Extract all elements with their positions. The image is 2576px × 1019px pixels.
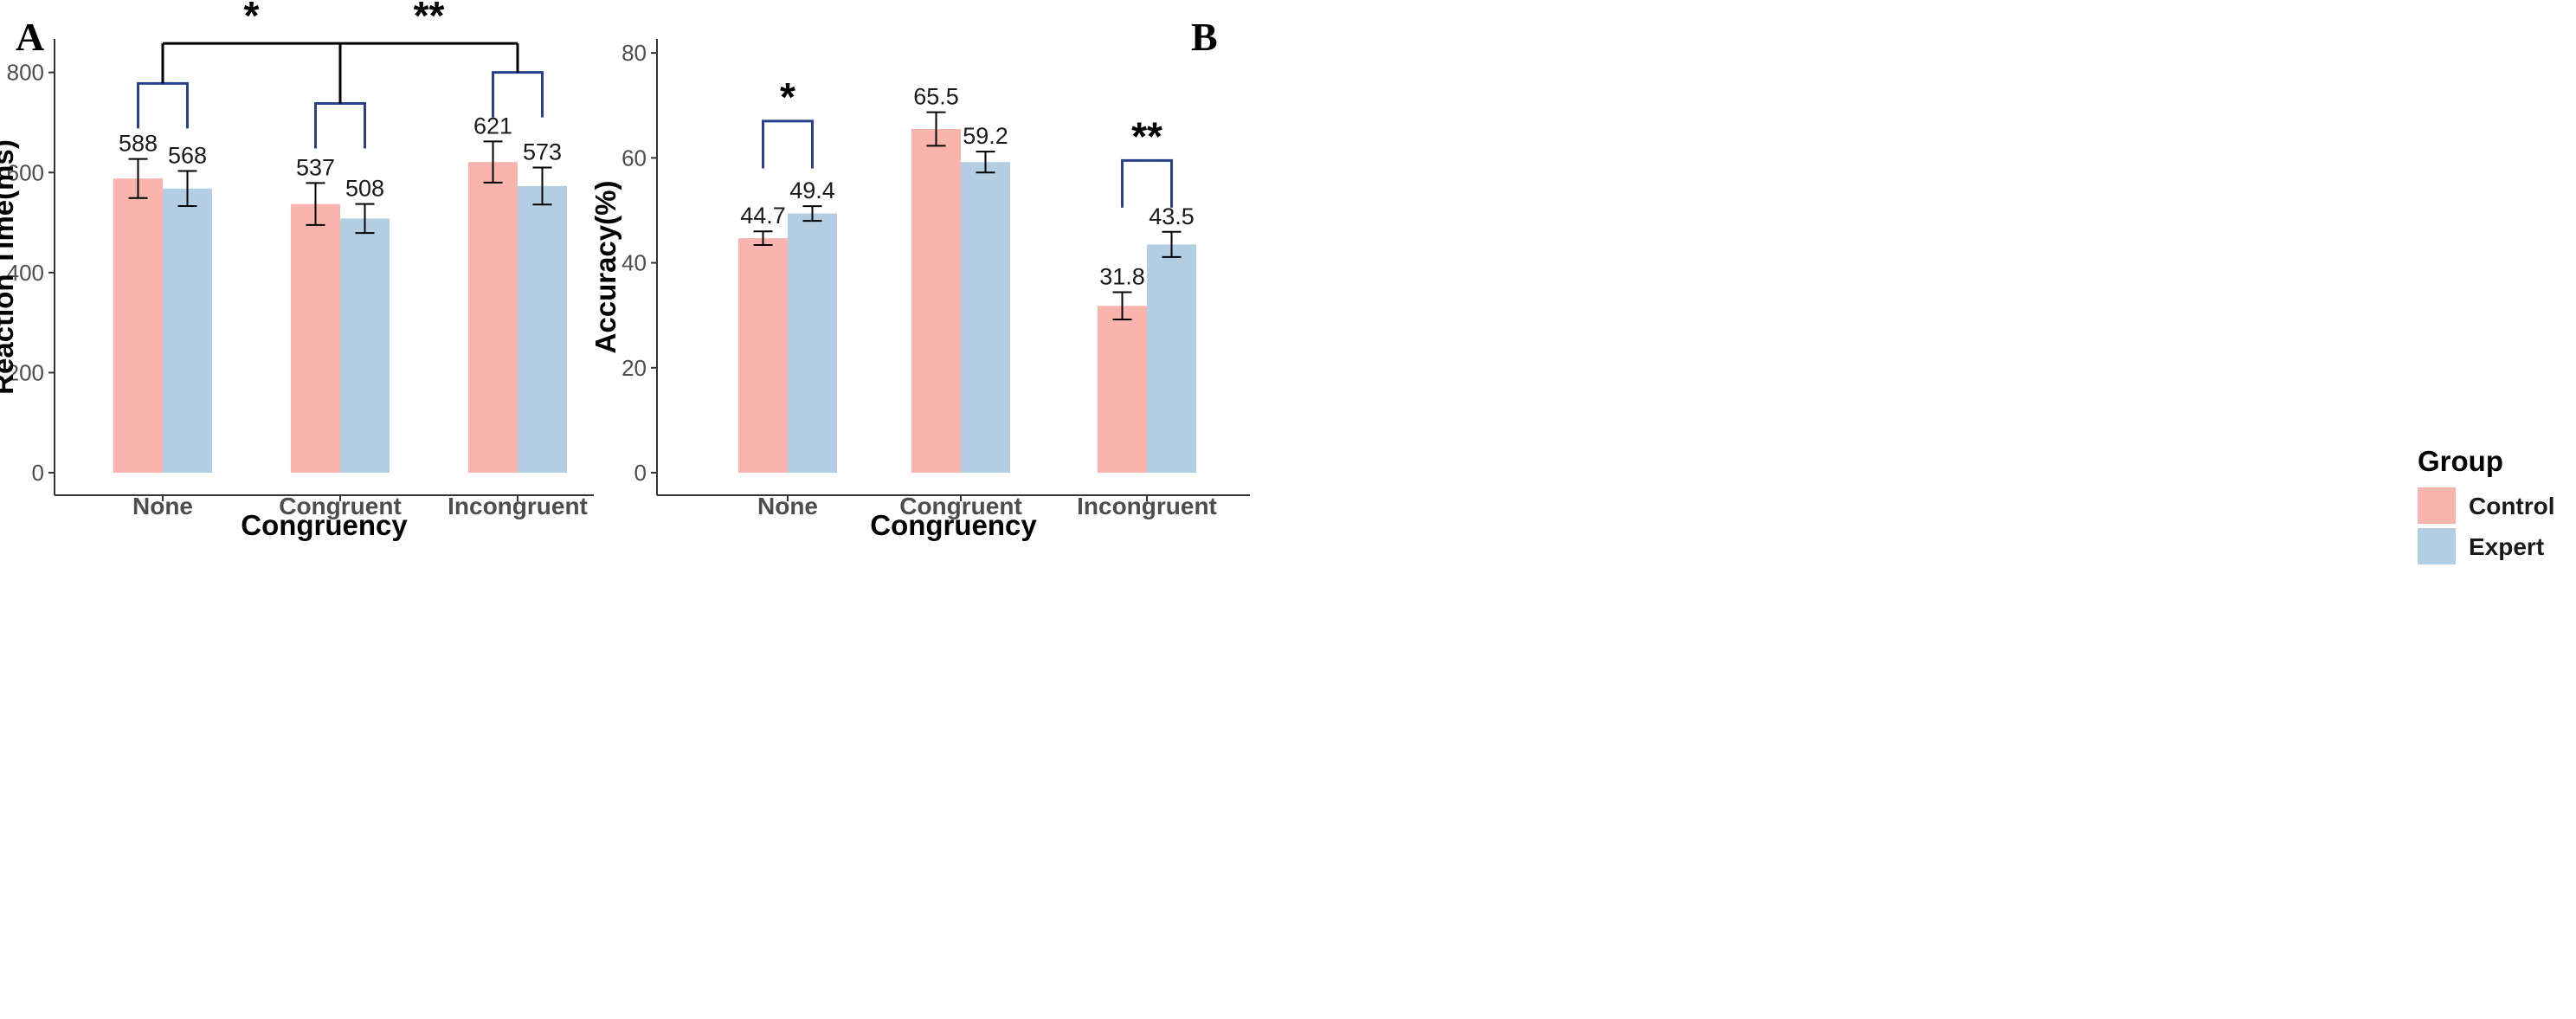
- x-axis-title: Congruency: [870, 509, 1037, 541]
- y-tick-label: 800: [7, 60, 44, 86]
- data-label-expert: 568: [168, 143, 207, 169]
- y-tick-label: 60: [621, 145, 647, 171]
- bar-expert-congruent: [961, 162, 1010, 473]
- data-label-control: 588: [119, 131, 158, 157]
- bar-control-congruent: [911, 129, 961, 473]
- x-tick-label: Incongruent: [1077, 493, 1217, 519]
- legend-swatch-control: [2418, 487, 2456, 524]
- significance-marker: *: [244, 0, 260, 38]
- y-axis-title: Reaction Time(ms): [0, 139, 19, 395]
- bar-control-congruent: [291, 203, 340, 474]
- bar-control-none: [738, 238, 788, 473]
- bar-expert-congruent: [340, 218, 390, 473]
- y-tick-label: 0: [32, 460, 44, 486]
- significance-marker: *: [780, 74, 795, 119]
- data-label-expert: 59.2: [963, 123, 1008, 149]
- bar-control-incongruent: [468, 162, 518, 474]
- y-tick-label: 20: [621, 355, 647, 381]
- data-label-expert: 49.4: [789, 177, 835, 203]
- legend-label-expert: Expert: [2469, 533, 2544, 560]
- x-tick-label: Congruent: [279, 493, 402, 519]
- y-tick-label: 40: [621, 250, 647, 276]
- legend-label-control: Control: [2469, 493, 2555, 519]
- significance-marker: **: [1131, 113, 1162, 158]
- bar-control-none: [113, 178, 163, 473]
- data-label-expert: 573: [523, 139, 562, 164]
- bar-expert-incongruent: [1147, 244, 1196, 473]
- significance-bracket: [492, 71, 544, 118]
- x-axis-title: Congruency: [241, 509, 408, 541]
- data-label-control: 31.8: [1099, 264, 1145, 290]
- significance-marker: **: [414, 0, 445, 38]
- legend-title: Group: [2418, 445, 2503, 477]
- y-tick-label: 600: [7, 159, 44, 185]
- chart-b: 0 20 40 60 80 Accuracy(%) None Congruent Incongr…: [589, 39, 1250, 541]
- legend: Group Control Expert: [2418, 445, 2555, 564]
- significance-bracket: [137, 81, 189, 129]
- legend-swatch-expert: [2418, 528, 2456, 564]
- bar-expert-none: [163, 188, 212, 473]
- x-tick-label: Incongruent: [448, 493, 588, 519]
- data-label-control: 65.5: [913, 84, 959, 110]
- data-label-expert: 508: [345, 176, 384, 202]
- significance-bracket: [1121, 158, 1173, 208]
- data-label-control: 44.7: [740, 203, 786, 229]
- y-tick-label: 400: [7, 260, 44, 286]
- significance-bracket: [762, 119, 814, 169]
- y-tick-label: 80: [621, 40, 647, 66]
- bar-expert-incongruent: [518, 185, 567, 473]
- data-label-control: 537: [296, 154, 335, 180]
- y-tick-label: 0: [634, 460, 647, 486]
- y-axis-title: Accuracy(%): [589, 181, 621, 354]
- panel-letter-a: A: [16, 15, 44, 59]
- y-tick-label: 200: [7, 359, 44, 385]
- significance-bracket: [314, 102, 366, 149]
- x-tick-label: None: [132, 493, 193, 519]
- panel-letter-b: B: [1191, 15, 1218, 59]
- x-tick-label: None: [757, 493, 818, 519]
- chart-a: 0 200 400 600 800 Reaction Time(ms) None Congru…: [0, 0, 594, 541]
- bar-control-incongruent: [1098, 306, 1147, 473]
- bar-expert-none: [788, 213, 837, 473]
- x-tick-label: Congruent: [899, 493, 1022, 519]
